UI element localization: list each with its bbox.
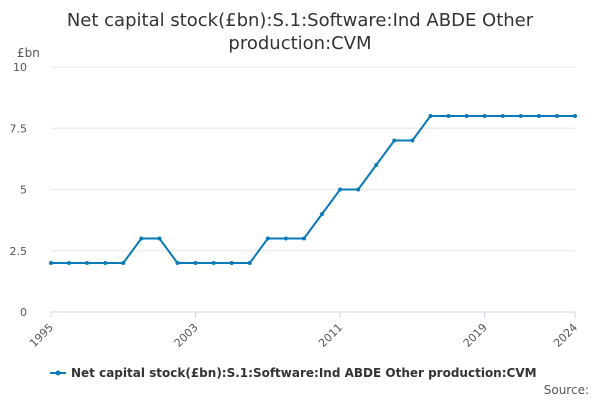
data-point-2015[interactable] xyxy=(410,138,415,143)
series-line xyxy=(51,115,575,264)
source-label: Source: xyxy=(544,383,589,397)
data-point-2016[interactable] xyxy=(428,114,433,118)
chart-title-line-2: production:CVM xyxy=(228,33,371,54)
x-tick-label: 2003 xyxy=(172,321,201,350)
data-point-2019[interactable] xyxy=(482,114,487,118)
data-point-2003[interactable] xyxy=(193,261,198,265)
legend[interactable]: Net capital stock(£bn):S.1:Software:Ind … xyxy=(50,366,537,380)
data-point-2018[interactable] xyxy=(464,114,469,118)
data-point-2013[interactable] xyxy=(374,163,379,167)
y-tick-label: 10 xyxy=(13,61,27,74)
x-tick-label: 1995 xyxy=(27,321,56,350)
data-point-2014[interactable] xyxy=(392,138,397,143)
data-point-2012[interactable] xyxy=(356,187,361,192)
data-point-2008[interactable] xyxy=(283,236,288,241)
data-point-2006[interactable] xyxy=(247,261,252,265)
x-tick-label: 2019 xyxy=(461,321,490,350)
legend-label: Net capital stock(£bn):S.1:Software:Ind … xyxy=(71,366,537,380)
x-axis-ticks: 1995 2003 2011 2019 2024 xyxy=(27,312,580,350)
data-point-2023[interactable] xyxy=(554,114,559,118)
y-axis-ticks: 0 2.5 5 7.5 10 xyxy=(10,61,28,319)
y-axis-unit: £bn xyxy=(17,46,40,60)
data-point-2017[interactable] xyxy=(446,114,451,118)
data-point-2010[interactable] xyxy=(320,212,325,216)
data-point-2005[interactable] xyxy=(229,261,234,265)
series-layer xyxy=(49,114,577,265)
x-tick-label: 2011 xyxy=(316,321,345,350)
data-point-2001[interactable] xyxy=(157,236,162,241)
data-point-2011[interactable] xyxy=(338,187,343,192)
chart-title-line-1: Net capital stock(£bn):S.1:Software:Ind … xyxy=(67,10,534,31)
data-point-1996[interactable] xyxy=(67,261,72,265)
data-point-2009[interactable] xyxy=(301,236,306,241)
data-point-2021[interactable] xyxy=(518,114,523,118)
data-point-2002[interactable] xyxy=(175,261,180,265)
legend-dot-marker xyxy=(55,370,61,376)
grid-layer xyxy=(51,66,575,252)
x-tick-label: 2024 xyxy=(551,321,580,350)
y-tick-label: 7.5 xyxy=(10,122,28,135)
data-point-1995[interactable] xyxy=(49,261,53,265)
data-point-2000[interactable] xyxy=(139,236,144,241)
data-point-2022[interactable] xyxy=(536,114,541,118)
data-point-1997[interactable] xyxy=(85,261,90,265)
y-tick-label: 0 xyxy=(20,306,27,319)
data-point-1998[interactable] xyxy=(103,261,108,265)
data-point-2020[interactable] xyxy=(500,114,505,118)
data-point-2007[interactable] xyxy=(265,236,270,241)
y-tick-label: 2.5 xyxy=(10,245,28,258)
y-tick-label: 5 xyxy=(20,184,27,197)
data-point-1999[interactable] xyxy=(121,261,126,265)
data-point-2004[interactable] xyxy=(211,261,216,265)
data-point-2024[interactable] xyxy=(573,114,577,118)
